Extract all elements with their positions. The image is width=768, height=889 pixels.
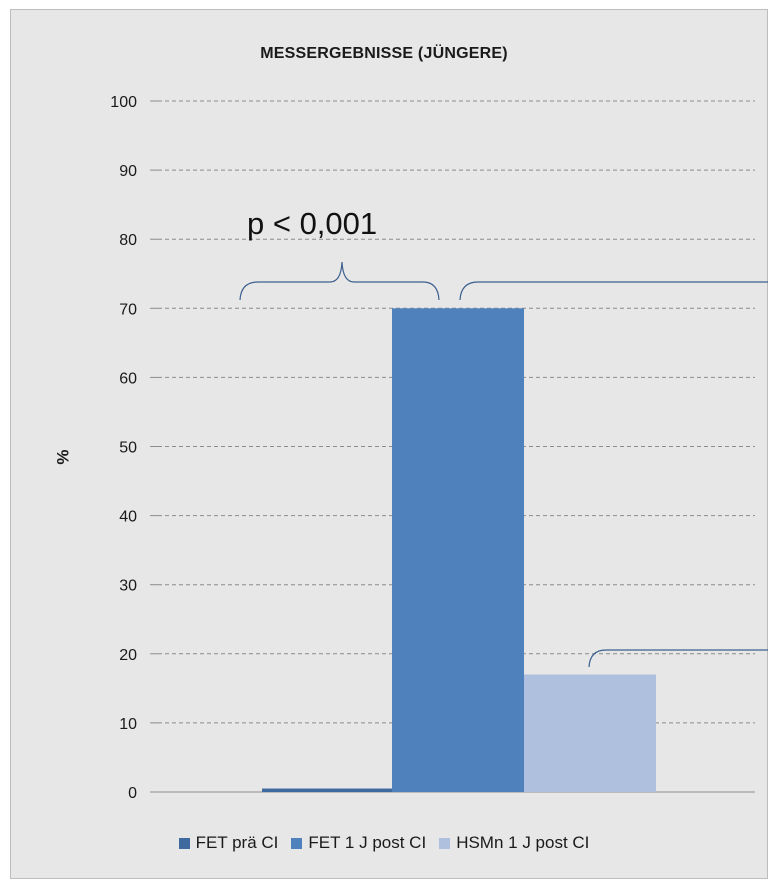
legend: FET prä CI FET 1 J post CI HSMn 1 J post… bbox=[0, 833, 768, 853]
y-tick-label-60: 60 bbox=[119, 370, 137, 387]
legend-swatch-fet-pre bbox=[179, 838, 190, 849]
p-value-annotation: p < 0,001 bbox=[247, 206, 377, 241]
y-tick-label-0: 0 bbox=[128, 785, 137, 802]
legend-item-fet-pre: FET prä CI bbox=[179, 833, 279, 853]
legend-item-fet-post: FET 1 J post CI bbox=[291, 833, 426, 853]
bar-1 bbox=[262, 789, 392, 792]
y-tick-label-70: 70 bbox=[119, 301, 137, 318]
legend-swatch-hsmn-post bbox=[439, 838, 450, 849]
legend-label-fet-pre: FET prä CI bbox=[196, 833, 279, 853]
legend-swatch-fet-post bbox=[291, 838, 302, 849]
significance-bracket bbox=[240, 262, 439, 300]
legend-label-fet-post: FET 1 J post CI bbox=[308, 833, 426, 853]
y-tick-label-40: 40 bbox=[119, 509, 137, 526]
y-tick-label-90: 90 bbox=[119, 163, 137, 180]
bracket-right-upper bbox=[460, 282, 768, 300]
y-tick-label-30: 30 bbox=[119, 578, 137, 595]
legend-label-hsmn-post: HSMn 1 J post CI bbox=[456, 833, 589, 853]
bracket-right-lower bbox=[589, 650, 768, 667]
y-tick-label-50: 50 bbox=[119, 440, 137, 457]
bar-2 bbox=[392, 308, 524, 792]
y-tick-label-80: 80 bbox=[119, 232, 137, 249]
y-tick-label-20: 20 bbox=[119, 647, 137, 664]
y-tick-label-10: 10 bbox=[119, 716, 137, 733]
bar-3 bbox=[524, 675, 656, 792]
y-tick-label-100: 100 bbox=[110, 94, 137, 111]
legend-item-hsmn-post: HSMn 1 J post CI bbox=[439, 833, 589, 853]
